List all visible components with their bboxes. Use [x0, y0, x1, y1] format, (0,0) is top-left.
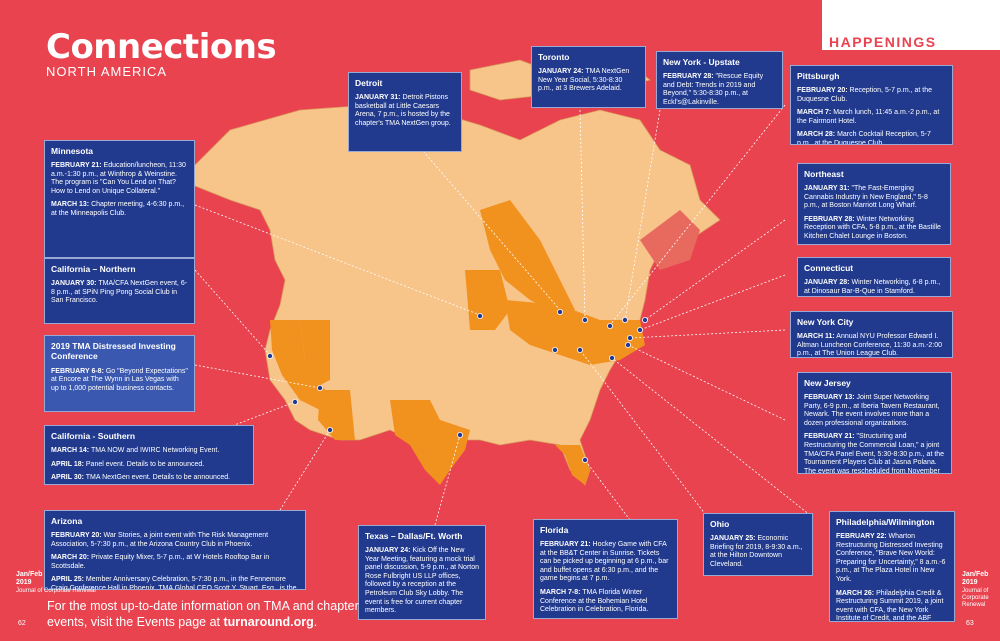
box-connecticut: Connecticut JANUARY 28: Winter Networkin… [797, 257, 951, 297]
box-california-northern: California – Northern JANUARY 30: TMA/CF… [44, 258, 195, 324]
map-nevada [300, 320, 330, 385]
box-northeast: Northeast JANUARY 31: "The Fast-Emerging… [797, 163, 951, 245]
box-ny-upstate: New York - Upstate FEBRUARY 28: "Rescue … [656, 51, 783, 109]
box-new-york-city: New York City MARCH 11: Annual NYU Profe… [790, 311, 953, 358]
issue-info-right: Jan/Feb 2019 Journal of Corporate Renewal [962, 571, 989, 609]
map-florida [555, 445, 590, 485]
page-number-right: 63 [966, 620, 974, 627]
box-florida: Florida FEBRUARY 21: Hockey Game with CF… [533, 519, 678, 619]
map-ontario [480, 200, 575, 315]
box-pittsburgh: Pittsburgh FEBRUARY 20: Reception, 5-7 p… [790, 65, 953, 145]
map-great-lakes [505, 300, 645, 365]
location-markers [266, 308, 649, 463]
box-detroit: Detroit JANUARY 31: Detroit Pistons bask… [348, 72, 462, 152]
box-ohio: Ohio JANUARY 25: Economic Briefing for 2… [703, 513, 813, 576]
box-philadelphia-wilmington: Philadelphia/Wilmington FEBRUARY 22: Wha… [829, 511, 955, 622]
footer-note: For the most up-to-date information on T… [47, 599, 359, 630]
box-minnesota: Minnesota FEBRUARY 21: Education/luncheo… [44, 140, 195, 258]
events-link[interactable]: turnaround.org [223, 615, 314, 630]
map-arizona [318, 390, 355, 440]
map-minnesota [465, 270, 510, 330]
box-texas: Texas – Dallas/Ft. Worth JANUARY 24: Kic… [358, 525, 486, 620]
box-toronto: Toronto JANUARY 24: TMA NextGen New Year… [531, 46, 646, 108]
map-texas [390, 400, 470, 485]
section-tab [822, 0, 1000, 50]
box-new-jersey: New Jersey FEBRUARY 13: Joint Super Netw… [797, 372, 952, 474]
section-label: HAPPENINGS [829, 34, 937, 50]
page-number-left: 62 [18, 620, 26, 627]
page-subtitle: NORTH AMERICA [46, 64, 168, 79]
map-california [270, 320, 325, 410]
box-distressed-conference: 2019 TMA Distressed Investing Conference… [44, 335, 195, 412]
issue-info-left: Jan/Feb 2019 Journal of Corporate Renewal [16, 571, 96, 594]
page-title: Connections [46, 27, 277, 67]
box-california-southern: California - Southern MARCH 14: TMA NOW … [44, 425, 254, 485]
connector-lines [194, 104, 811, 541]
box-arizona: Arizona FEBRUARY 20: War Stories, a join… [44, 510, 306, 590]
map-quebec-east [640, 210, 700, 270]
